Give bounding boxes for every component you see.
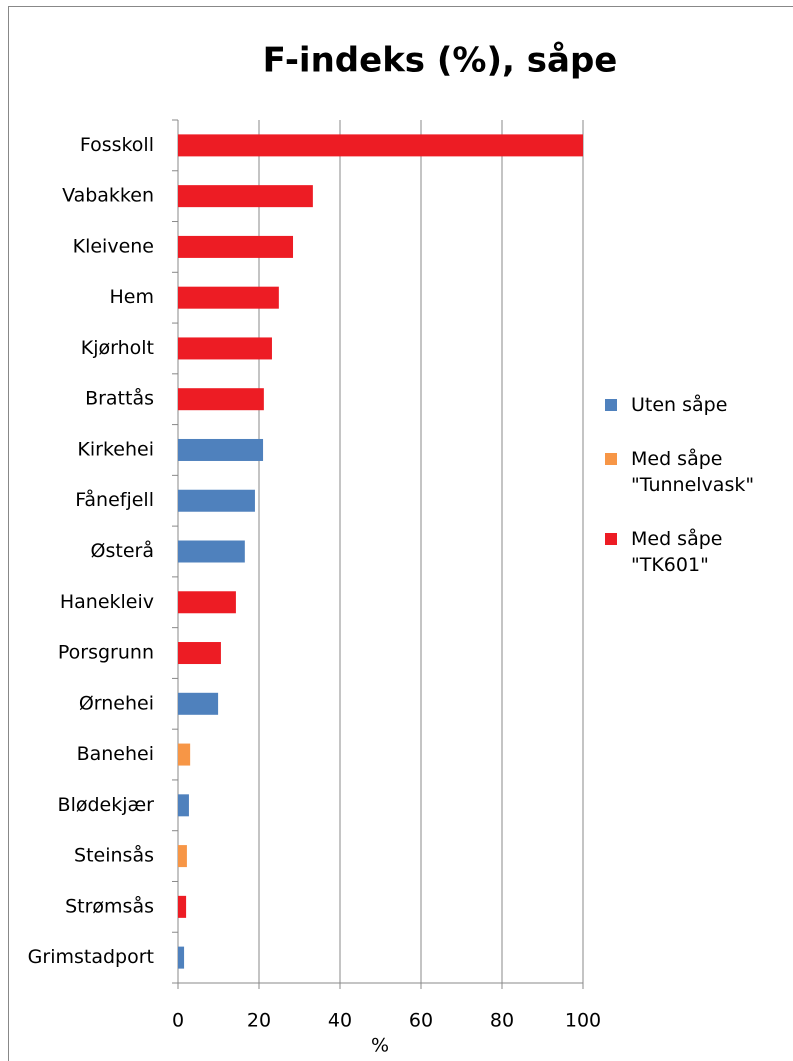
legend: Uten såpe Med såpe "Tunnelvask" Med såpe "… [605,392,775,606]
y-tick-label: Vabakken [62,185,154,207]
y-tick-label: Blødekjær [58,794,155,816]
bar [178,794,189,817]
y-tick-label: Kirkehei [77,438,154,460]
bar [178,438,264,461]
bar [178,946,185,969]
legend-swatch [605,399,617,411]
bar [178,540,245,563]
bar [178,489,255,512]
bar [178,388,264,411]
x-tick-label: 60 [409,1010,433,1032]
bar [178,337,272,360]
y-tick-label: Hanekleiv [60,591,154,613]
y-tick-label: Banehei [77,743,154,765]
legend-item: Med såpe "Tunnelvask" [605,446,781,498]
y-tick-label: Grimstadport [28,946,154,968]
bar [178,185,313,208]
x-tick-label: 80 [490,1010,514,1032]
bar [178,895,187,918]
x-tick-label: 40 [328,1010,352,1032]
chart-title: F-indeks (%), såpe [263,41,618,81]
y-tick-label: Østerå [91,539,154,562]
bar [178,743,191,766]
legend-label: Uten såpe [631,394,728,416]
legend-swatch [605,533,617,545]
bar [178,845,187,868]
legend-item: Uten såpe [605,392,781,418]
bar [178,591,236,614]
x-tick-label: 100 [565,1010,601,1032]
y-tick-label: Strømsås [65,894,154,917]
y-tick-label: Porsgrunn [58,642,154,664]
y-tick-label: Fosskoll [80,134,154,156]
legend-item: Med såpe "TK601" [605,526,781,578]
bar [178,134,583,157]
x-tick-label: 0 [172,1010,184,1032]
y-tick-label: Hem [110,286,155,308]
bar [178,692,219,715]
legend-swatch [605,453,617,465]
y-tick-label: Fånefjell [75,488,154,511]
x-tick-label: 20 [247,1010,271,1032]
y-tick-label: Kjørholt [81,337,154,359]
y-tick-label: Ørnehei [79,692,154,714]
bar [178,642,221,665]
bar [178,286,279,309]
bar [178,235,294,258]
x-axis-label: % [371,1035,389,1057]
chart-border [8,6,793,1061]
y-tick-label: Steinsås [74,844,154,867]
y-tick-label: Brattås [85,387,154,410]
y-tick-label: Kleivene [73,235,154,257]
legend-label: Med såpe "Tunnelvask" [631,448,755,496]
legend-label: Med såpe "TK601" [631,528,723,576]
